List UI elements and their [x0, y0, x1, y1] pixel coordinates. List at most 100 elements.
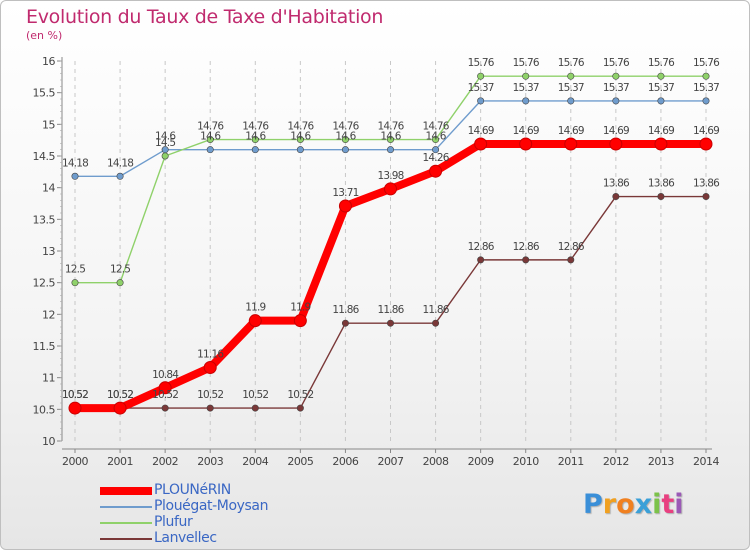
data-point	[432, 146, 440, 154]
data-point	[522, 72, 530, 80]
data-label: 14.76	[242, 121, 269, 133]
data-label: 14.26	[423, 152, 450, 164]
data-point	[296, 146, 304, 154]
legend-label: Plufur	[154, 514, 193, 530]
y-tick-label: 10.5	[33, 403, 56, 416]
data-label: 14.69	[558, 125, 584, 137]
data-point	[251, 404, 259, 412]
data-point	[248, 314, 262, 328]
logo-letter: i	[652, 489, 662, 520]
data-label: 10.52	[62, 389, 88, 401]
data-label: 14.76	[197, 121, 224, 133]
x-tick-label: 2005	[287, 455, 313, 468]
legend-label: PLOUNéRIN	[154, 482, 231, 498]
data-point	[477, 97, 485, 105]
data-label: 11.9	[245, 302, 265, 314]
data-label: 14.18	[107, 157, 133, 169]
y-tick-label: 15.5	[33, 87, 56, 100]
data-point	[296, 404, 304, 412]
x-tick-label: 2013	[648, 455, 674, 468]
data-point	[522, 97, 530, 105]
data-label: 15.76	[648, 57, 675, 69]
data-label: 14.6	[335, 131, 356, 143]
y-tick-label: 10	[42, 435, 55, 448]
data-label: 15.37	[603, 82, 629, 94]
x-tick-label: 2008	[423, 455, 449, 468]
data-label: 14.6	[290, 131, 311, 143]
data-label: 10.52	[197, 389, 223, 401]
x-tick-label: 2003	[197, 455, 223, 468]
legend-swatch	[100, 538, 152, 540]
data-label: 14.76	[332, 121, 359, 133]
data-point	[386, 146, 394, 154]
data-label: 10.84	[152, 369, 179, 381]
data-label: 12.86	[513, 241, 540, 253]
data-point	[341, 136, 349, 144]
data-label: 14.69	[468, 125, 494, 137]
data-point	[522, 256, 530, 264]
data-label: 14.69	[693, 125, 719, 137]
data-label: 14.18	[62, 157, 88, 169]
x-tick-label: 2014	[693, 455, 719, 468]
data-label: 12.5	[110, 264, 130, 276]
data-point	[203, 361, 217, 375]
data-point	[609, 137, 623, 151]
data-point	[71, 279, 79, 287]
logo-letter: o	[616, 489, 635, 520]
data-label: 14.69	[648, 125, 674, 137]
data-label: 10.52	[287, 389, 313, 401]
data-point	[386, 136, 394, 144]
data-label: 12.86	[468, 241, 495, 253]
data-label: 14.6	[380, 131, 401, 143]
data-point	[251, 136, 259, 144]
logo-letter: x	[634, 489, 653, 520]
y-tick-label: 16	[42, 55, 55, 68]
data-point	[612, 72, 620, 80]
data-point	[519, 137, 533, 151]
legend-swatch	[100, 506, 152, 508]
data-label: 15.76	[513, 57, 540, 69]
data-label: 15.37	[468, 82, 494, 94]
data-point	[296, 136, 304, 144]
data-label: 14.69	[603, 125, 629, 137]
y-tick-label: 11	[42, 372, 55, 385]
logo-letter: t	[661, 489, 675, 520]
data-label: 15.76	[558, 57, 585, 69]
legend-label: Plouégat-Moysan	[154, 498, 269, 514]
data-label: 14.76	[377, 121, 404, 133]
data-point	[477, 72, 485, 80]
x-tick-label: 2009	[468, 455, 494, 468]
data-label: 13.86	[603, 178, 630, 190]
data-label: 14.6	[200, 131, 221, 143]
data-label: 14.76	[287, 121, 314, 133]
data-label: 15.37	[648, 82, 674, 94]
x-tick-label: 2001	[107, 455, 133, 468]
data-point	[477, 256, 485, 264]
unit-label: (en %)	[26, 29, 63, 42]
data-point	[567, 256, 575, 264]
data-label: 13.98	[377, 170, 403, 182]
data-label: 11.86	[377, 304, 404, 316]
logo-letter: P	[583, 489, 603, 520]
data-point	[567, 72, 575, 80]
data-point	[116, 279, 124, 287]
data-point	[702, 97, 710, 105]
y-tick-label: 14	[42, 182, 55, 195]
logo-letter: r	[602, 489, 617, 520]
y-tick-label: 15	[42, 118, 55, 131]
data-point	[432, 136, 440, 144]
data-label: 10.52	[152, 389, 178, 401]
data-point	[429, 164, 443, 178]
x-tick-label: 2006	[332, 455, 358, 468]
data-label: 12.86	[558, 241, 585, 253]
data-point	[206, 136, 214, 144]
data-label: 14.76	[423, 121, 450, 133]
data-label: 10.52	[107, 389, 133, 401]
data-label: 13.86	[648, 178, 675, 190]
x-tick-label: 2012	[603, 455, 629, 468]
data-point	[384, 182, 397, 196]
data-point	[116, 172, 124, 180]
data-label: 13.71	[332, 187, 358, 199]
x-tick-label: 2000	[62, 455, 88, 468]
